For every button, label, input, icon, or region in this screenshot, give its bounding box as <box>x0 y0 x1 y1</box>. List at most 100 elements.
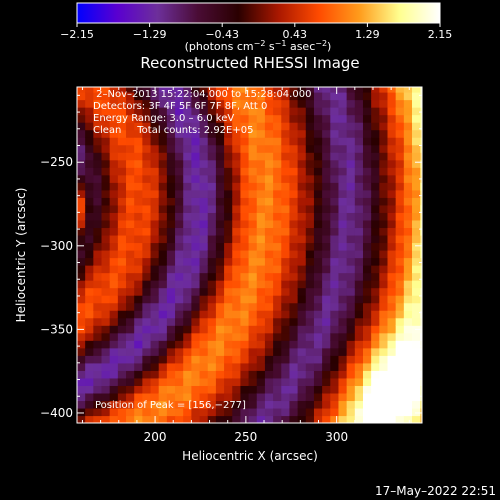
heatmap-cell <box>158 385 168 394</box>
heatmap-cell <box>305 392 315 402</box>
heatmap-cell <box>330 234 340 244</box>
heatmap-cell <box>191 99 201 108</box>
heatmap-cell <box>85 310 94 319</box>
heatmap-cell <box>281 377 291 386</box>
heatmap-cell <box>371 107 380 116</box>
heatmap-cell <box>215 212 225 221</box>
heatmap-cell <box>134 242 143 251</box>
heatmap-cell <box>362 385 372 394</box>
heatmap-cell <box>183 219 192 229</box>
heatmap-cell <box>330 174 340 183</box>
heatmap-cell <box>183 137 192 146</box>
heatmap-cell <box>273 392 282 402</box>
heatmap-cell <box>191 280 201 289</box>
heatmap-cell <box>183 92 192 101</box>
heatmap-cell <box>248 92 258 101</box>
heatmap-cell <box>371 257 380 266</box>
heatmap-cell <box>379 370 389 379</box>
heatmap-cell <box>387 144 397 153</box>
heatmap-cell <box>264 212 274 221</box>
heatmap-cell <box>273 182 282 191</box>
heatmap-cell <box>273 377 282 386</box>
annotation-clean-counts: Clean Total counts: 2.92E+05 <box>93 125 253 136</box>
heatmap-cell <box>273 249 282 259</box>
heatmap-cell <box>134 295 143 304</box>
heatmap-cell <box>256 325 266 334</box>
heatmap-cell <box>379 197 389 206</box>
heatmap-cell <box>330 257 340 266</box>
heatmap-cell <box>199 137 209 146</box>
heatmap-cell <box>199 280 209 289</box>
heatmap-cell <box>273 370 282 379</box>
heatmap-cell <box>289 129 299 138</box>
heatmap-cell <box>166 167 176 176</box>
heatmap-cell <box>313 340 323 349</box>
heatmap-cell <box>109 392 119 402</box>
heatmap-cell <box>158 407 168 417</box>
heatmap-cell <box>305 174 315 183</box>
heatmap-cell <box>362 99 372 108</box>
heatmap-cell <box>117 400 127 409</box>
heatmap-cell <box>240 92 250 101</box>
heatmap-cell <box>387 227 397 236</box>
heatmap-cell <box>150 212 160 221</box>
heatmap-cell <box>330 302 340 311</box>
heatmap-cell <box>183 302 192 311</box>
heatmap-cell <box>166 249 176 259</box>
heatmap-cell <box>101 122 111 131</box>
heatmap-cell <box>232 347 242 356</box>
heatmap-cell <box>395 347 405 356</box>
heatmap-cell <box>371 189 380 198</box>
heatmap-cell <box>313 234 323 244</box>
heatmap-cell <box>142 242 152 251</box>
heatmap-cell <box>183 204 192 213</box>
heatmap-cell <box>420 287 422 296</box>
heatmap-cell <box>142 385 152 394</box>
heatmap-cell <box>379 189 389 198</box>
heatmap-cell <box>313 370 323 379</box>
heatmap-cell <box>93 377 103 386</box>
heatmap-cell <box>183 280 192 289</box>
heatmap-cell <box>330 182 340 191</box>
heatmap-cell <box>183 392 192 402</box>
heatmap-cell <box>256 362 266 371</box>
heatmap-cell <box>101 340 111 349</box>
heatmap-cell <box>330 287 340 296</box>
heatmap-cell <box>232 407 242 417</box>
heatmap-cell <box>395 385 405 394</box>
heatmap-cell <box>134 99 143 108</box>
heatmap-cell <box>273 159 282 168</box>
heatmap-cell <box>330 219 340 229</box>
heatmap-cell <box>142 400 152 409</box>
heatmap-cell <box>183 189 192 198</box>
heatmap-cell <box>289 122 299 131</box>
heatmap-cell <box>412 242 421 251</box>
heatmap-cell <box>403 415 413 423</box>
heatmap-cell <box>281 122 291 131</box>
heatmap-cell <box>199 182 209 191</box>
heatmap-cell <box>166 265 176 274</box>
heatmap-cell <box>85 87 94 93</box>
heatmap-cell <box>215 272 225 281</box>
heatmap-cell <box>207 107 217 116</box>
heatmap-cell <box>403 249 413 259</box>
heatmap-cell <box>224 219 233 229</box>
heatmap-cell <box>215 415 225 423</box>
heatmap-cell <box>117 332 127 341</box>
heatmap-cell <box>199 114 209 123</box>
heatmap-cell <box>264 174 274 183</box>
heatmap-cell <box>215 392 225 402</box>
heatmap-cell <box>199 415 209 423</box>
heatmap-cell <box>395 325 405 334</box>
heatmap-cell <box>166 212 176 221</box>
heatmap-cell <box>85 272 94 281</box>
heatmap-cell <box>175 242 184 251</box>
heatmap-cell <box>175 167 184 176</box>
heatmap-cell <box>93 129 103 138</box>
heatmap-cell <box>150 204 160 213</box>
heatmap-cell <box>387 87 397 93</box>
heatmap-cell <box>183 287 192 296</box>
heatmap-cell <box>150 355 160 364</box>
heatmap-cell <box>101 385 111 394</box>
heatmap-cell <box>305 280 315 289</box>
